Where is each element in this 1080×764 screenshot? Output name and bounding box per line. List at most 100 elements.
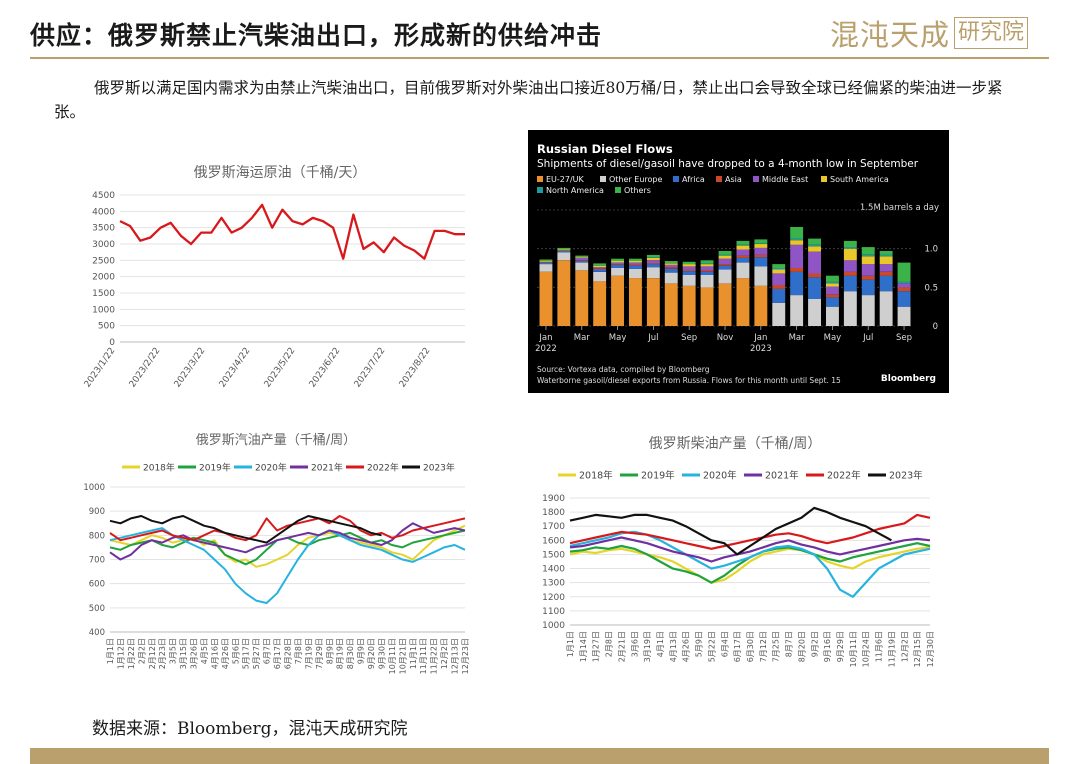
x-tick-label: 8月30日 [346,638,355,669]
x-tick-label: 2023/8/22 [398,346,433,390]
x-tick-label: May [824,333,842,343]
bar-segment-north-america [808,244,821,247]
bar-segment-eu-27-uk [539,271,553,326]
x-tick-label: 11月1日 [409,638,418,669]
bar-segment-others [593,263,607,266]
bar-segment-eu-27-uk [593,281,607,326]
bar-segment-africa [575,261,589,263]
diesel-production-chart: 俄罗斯柴油产量（千桶/周） 2018年 2019年 2020年 2021年 2022年 2… [542,436,935,667]
legend-label: 2022年 [827,470,861,482]
bar-segment-south-america [790,240,804,245]
bar-segment-south-america [808,246,821,252]
bar-segment-middle-east [736,249,750,256]
x-tick-label: May [609,333,627,343]
bar-segment-eu-27-uk [682,285,696,326]
x-tick-label: 9月29日 [836,631,845,662]
x-tick-label: 3月15日 [179,638,188,669]
x-tick-label: 2023/3/22 [173,346,208,390]
bar-segment-middle-east [861,264,875,276]
x-tick-label: 11月11日 [419,638,428,674]
bar-segment-others [539,259,553,261]
y-tick-label: 1200 [542,593,565,603]
bloomberg-brand: Bloomberg [881,374,936,384]
header-rule [30,57,1049,59]
bar-segment-south-america [539,261,553,262]
y-tick-label: 1600 [542,536,565,546]
seaborne-crude-chart: 俄罗斯海运原油（千桶/天） 0 500 1000 1500 2000 2500 3000 35… [83,165,465,390]
logo-script: 混沌天成 [829,18,950,52]
bar-segment-north-america [879,254,893,257]
x-tick-label: 7月25日 [772,631,781,662]
bar-segment-asia [557,250,571,251]
source-note: Source: Vortexa data, compiled by Bloomb… [537,365,710,374]
series-line-2018年 [109,524,466,568]
bar-segment-north-america [826,281,839,284]
x-tick-label: 9月9日 [357,638,366,664]
y-tick-label: 1.0 [924,245,938,255]
y-tick-label: 1900 [542,494,565,504]
bar-segment-others [700,260,714,264]
y-tick-label: 400 [89,628,105,638]
x-tick-label: 2月8日 [605,631,614,657]
year-label: 2023 [750,344,772,354]
bar-segment-middle-east [611,262,624,265]
bar-segment-other-europe [700,275,714,288]
bar-segment-middle-east [897,283,911,288]
bar-segment-others [808,238,821,245]
bar-segment-asia [790,268,804,272]
series-line-2021年 [569,536,931,563]
x-tick-label: 2月21日 [617,631,626,662]
bar-segment-africa [754,257,768,267]
bar-segment-africa [808,277,821,299]
y-tick-label: 800 [89,531,105,541]
x-tick-label: 4月1日 [656,631,665,657]
bar-segment-eu-27-uk [611,275,624,326]
x-tick-label: Mar [574,333,591,343]
bar-segment-south-america [611,261,624,263]
x-tick-label: 6月7日 [263,638,272,664]
bar-segment-africa [861,279,875,296]
x-tick-label: 10月11日 [388,638,397,674]
bar-segment-africa [843,275,857,292]
bar-segment-asia [843,271,857,276]
y-tick-label: 4500 [92,191,115,201]
series-line-2022年 [109,515,466,542]
bar-segment-asia [593,268,607,270]
chart-title: 俄罗斯海运原油（千桶/天） [194,165,367,181]
bar-segment-south-america [629,261,642,263]
x-tick-label: 8月19日 [336,638,345,669]
bar-segment-africa [897,291,911,307]
bar-segment-middle-east [718,258,732,265]
x-tick-label: 5月6日 [231,638,240,664]
x-tick-label: 2023/2/22 [128,346,163,390]
legend-swatch [716,176,722,182]
x-tick-label: 4月13日 [669,631,678,662]
bar-segment-other-europe [629,268,642,279]
bar-segment-eu-27-uk [718,283,732,326]
bar-segment-other-europe [808,298,821,326]
bar-segment-middle-east [646,260,660,264]
series-line-main [119,203,465,260]
legend-label: EU-27/UK [546,175,585,184]
x-tick-label: 7月8日 [294,638,303,664]
x-tick-label: 3月5日 [169,638,178,664]
bar-segment-africa [557,251,571,253]
bar-segment-north-america [736,244,750,246]
legend-swatch [537,176,543,182]
y-tick-label: 1500 [92,289,115,299]
y-tick-label: 600 [89,580,105,590]
bar-segment-middle-east [772,273,786,285]
bar-segment-south-america [718,255,732,259]
chart-title: 俄罗斯柴油产量（千桶/周） [649,436,822,452]
y-tick-label: 500 [89,604,105,614]
bar-segment-other-europe [575,262,589,271]
x-tick-label: 9月20日 [367,638,376,669]
bar-segment-other-europe [646,267,660,278]
x-tick-label: 2023/6/22 [308,346,343,390]
bar-segment-asia [575,260,589,262]
bar-segment-north-america [718,254,732,256]
bar-segment-north-america [700,263,714,265]
bar-segment-asia [826,294,839,298]
x-tick-label: 12月15日 [913,631,922,667]
legend-label: 2021年 [765,470,799,482]
